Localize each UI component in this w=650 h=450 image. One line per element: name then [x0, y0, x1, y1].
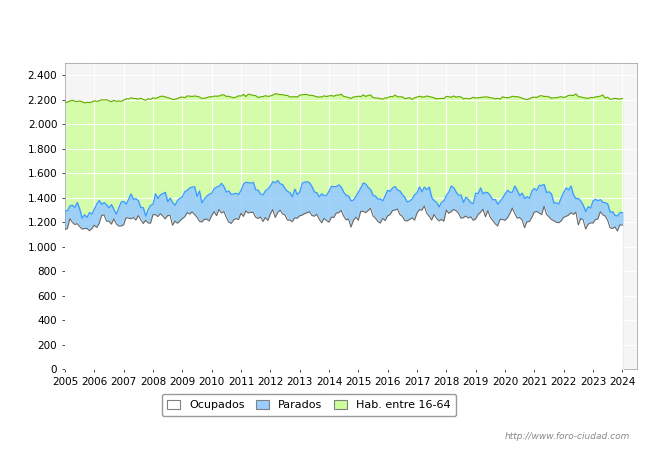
Text: http://www.foro-ciudad.com: http://www.foro-ciudad.com: [505, 432, 630, 441]
Text: El Rubio - Evolucion de la poblacion en edad de Trabajar Mayo de 2024: El Rubio - Evolucion de la poblacion en …: [60, 21, 590, 33]
Legend: Ocupados, Parados, Hab. entre 16-64: Ocupados, Parados, Hab. entre 16-64: [162, 394, 456, 416]
